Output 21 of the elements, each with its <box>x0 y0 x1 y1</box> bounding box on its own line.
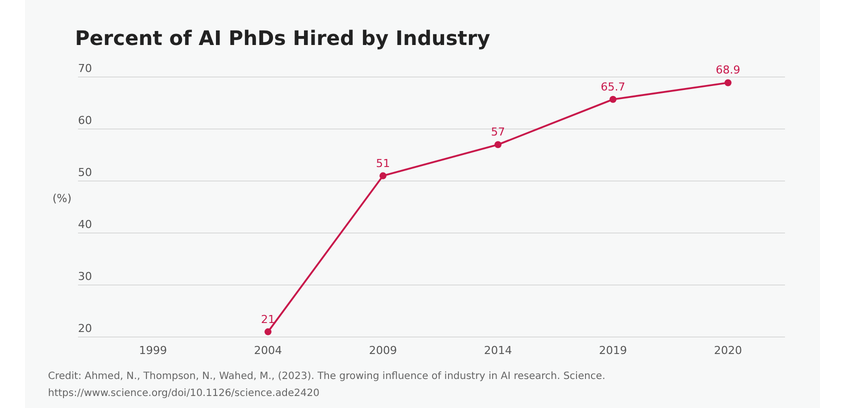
x-tick-label: 1999 <box>139 344 167 357</box>
chart-title: Percent of AI PhDs Hired by Industry <box>75 26 490 50</box>
y-tick-label: 40 <box>78 218 92 231</box>
y-tick-label: 20 <box>78 322 92 335</box>
y-tick-label: 60 <box>78 114 92 127</box>
data-label: 57 <box>491 126 505 139</box>
data-label: 51 <box>376 156 390 170</box>
data-label: 68.9 <box>716 64 740 77</box>
y-tick-label: 50 <box>78 166 92 179</box>
x-tick-label: 2020 <box>714 344 742 357</box>
x-tick-label: 2004 <box>254 344 282 357</box>
data-label: 65.7 <box>600 80 626 94</box>
y-tick-label: 70 <box>78 62 92 75</box>
x-tick-label: 2009 <box>369 344 397 357</box>
x-tick-label: 2014 <box>484 344 512 357</box>
y-tick-label: 30 <box>78 270 92 283</box>
y-axis-title: (%) <box>52 192 72 205</box>
text: Credit: Ahmed, N., Thompson, N., Wahed, M., (2023). The growing influence of industry in AI research. Science. <box>48 371 606 382</box>
text: https://www.science.org/doi/10.1126/science.ade2420 <box>48 388 320 399</box>
data-label: 21 <box>261 312 275 326</box>
x-tick-label: 2019 <box>599 344 627 357</box>
